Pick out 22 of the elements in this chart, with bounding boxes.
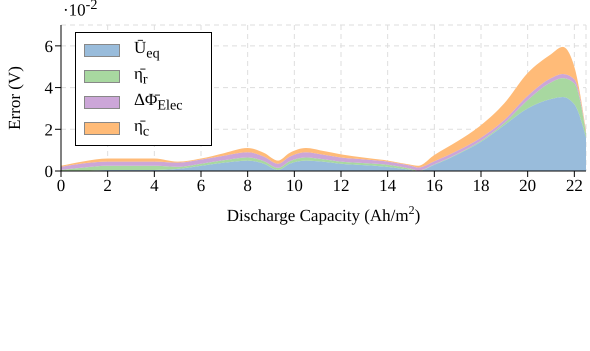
legend-label: ΔΦ̄$_{Elec}$ (134, 90, 184, 114)
y-tick-label: 0 (44, 162, 53, 182)
x-tick-label: 10 (286, 176, 303, 196)
x-tick-label: 6 (196, 176, 206, 196)
y-tick-label: 6 (44, 36, 53, 56)
legend-label: η̄$_{r}$ (134, 64, 149, 88)
x-tick-label: 4 (150, 176, 160, 196)
x-tick-label: 20 (519, 176, 536, 196)
x-axis-title: Discharge Capacity (Ah/m$^{2}$) (226, 203, 420, 225)
x-tick-label: 18 (472, 176, 490, 196)
y-tick-label: 4 (44, 78, 54, 98)
x-tick-label: 22 (566, 176, 583, 196)
x-tick-label: 14 (379, 176, 397, 196)
x-tick-label: 8 (243, 176, 252, 196)
y-axis-title: Error (V) (5, 66, 24, 130)
legend-label: η̄$_{c}$ (134, 116, 150, 140)
x-tick-label: 16 (426, 176, 443, 196)
x-tick-label: 0 (56, 176, 66, 196)
x-tick-label: 12 (332, 176, 350, 196)
y-tick-label: 2 (44, 120, 53, 140)
legend-label: Ū$_{eq}$ (134, 38, 161, 62)
x-tick-label: 2 (103, 176, 112, 196)
